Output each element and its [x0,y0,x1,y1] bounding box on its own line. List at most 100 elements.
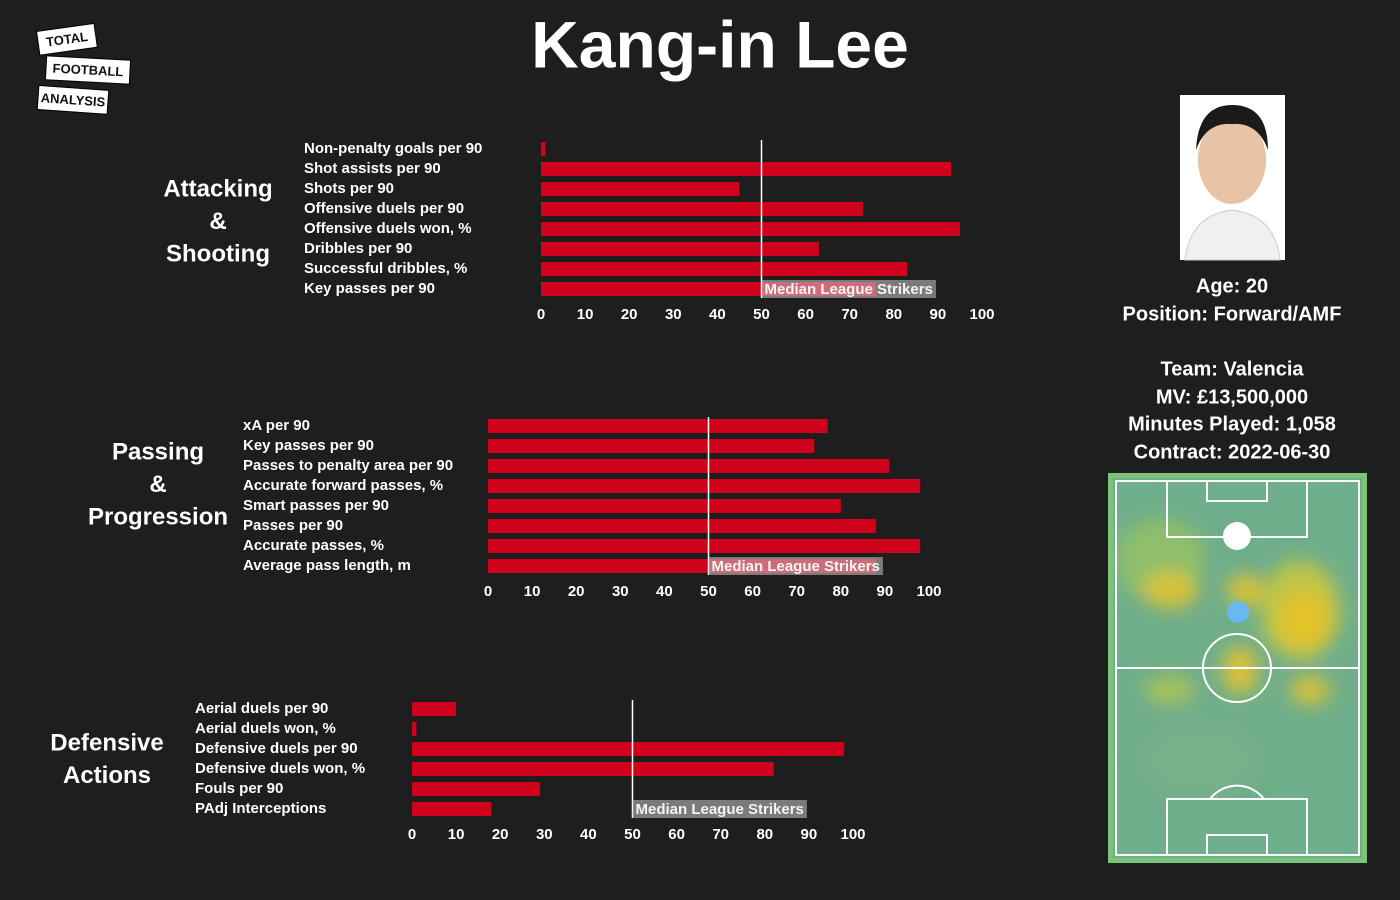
player-value: MV: £13,500,000 [1156,386,1308,408]
category-label: Key passes per 90 [243,437,374,454]
bar-chart: Defensive Actions Aerial duels per 90 Aeria… [50,700,865,843]
logo: TOTAL FOOTBALL ANALYSIS [35,22,132,115]
x-tick-label: 20 [568,583,585,600]
category-label: Key passes per 90 [304,280,435,297]
category-label: Smart passes per 90 [243,497,389,514]
bar [541,262,908,276]
category-label: PAdj Interceptions [195,800,326,817]
x-tick-label: 70 [788,583,805,600]
x-tick-label: 0 [408,826,416,843]
category-label: Accurate forward passes, % [243,477,443,494]
bar [412,802,492,816]
section-title: Shooting [166,240,270,267]
bar [412,722,417,736]
bar [412,702,457,716]
section-title: Progression [88,503,228,530]
bar [488,539,921,553]
category-label: Offensive duels won, % [304,220,472,237]
x-tick-label: 30 [665,306,682,323]
x-tick-label: 90 [801,826,818,843]
x-tick-label: 20 [621,306,638,323]
category-label: Offensive duels per 90 [304,200,464,217]
player-age: Age: 20 [1196,275,1268,297]
x-tick-label: 100 [916,583,941,600]
player-position: Position: Forward/AMF [1123,303,1342,325]
x-tick-label: 80 [832,583,849,600]
category-label: Non-penalty goals per 90 [304,140,482,157]
bar [541,142,546,156]
category-label: Aerial duels per 90 [195,700,328,717]
bar-chart: Attacking & Shooting Non-penalty goals per … [163,140,994,323]
x-tick-label: 10 [448,826,465,843]
bar [412,782,540,796]
section-title: Defensive [50,729,163,756]
x-tick-label: 70 [712,826,729,843]
category-label: Accurate passes, % [243,537,384,554]
x-tick-label: 0 [537,306,545,323]
median-label: Median League Strikers [765,281,933,298]
x-tick-label: 80 [885,306,902,323]
logo-text: FOOTBALL [52,61,124,80]
bar [488,479,921,493]
category-label: Defensive duels per 90 [195,740,358,757]
x-tick-label: 50 [624,826,641,843]
median-label-box [761,280,936,298]
bar [541,182,740,196]
x-tick-label: 40 [709,306,726,323]
bar [541,242,819,256]
bar [488,459,890,473]
x-tick-label: 100 [840,826,865,843]
x-tick-label: 80 [756,826,773,843]
median-label-box [708,557,883,575]
logo-text: TOTAL [45,29,89,50]
bar [488,519,877,533]
median-label: Median League Strikers [712,558,880,575]
x-tick-label: 40 [580,826,597,843]
median-label: Median League Strikers [636,801,804,818]
category-label: Average pass length, m [243,557,411,574]
bar [541,162,952,176]
player-photo [1180,95,1285,261]
bar-chart: Passing & Progression xA per 90 Key passes p… [88,417,942,600]
x-tick-label: 60 [744,583,761,600]
x-tick-label: 60 [668,826,685,843]
category-label: Passes per 90 [243,517,343,534]
x-tick-label: 90 [877,583,894,600]
bar [541,222,960,236]
page-title: Kang-in Lee [531,7,909,81]
category-label: Shot assists per 90 [304,160,441,177]
player-info: Age: 20 Position: Forward/AMF Team: Vale… [1123,275,1342,463]
heatmap [1108,473,1367,863]
bar [488,499,841,513]
section-title: & [209,208,226,235]
bar [488,419,828,433]
section-title: Passing [112,438,204,465]
x-tick-label: 40 [656,583,673,600]
x-tick-label: 10 [577,306,594,323]
category-label: Defensive duels won, % [195,760,365,777]
x-tick-label: 100 [969,306,994,323]
x-tick-label: 10 [524,583,541,600]
category-label: xA per 90 [243,417,310,434]
x-tick-label: 50 [753,306,770,323]
bar [488,439,815,453]
x-tick-label: 90 [930,306,947,323]
section-title: Actions [63,762,151,789]
category-label: Aerial duels won, % [195,720,336,737]
category-label: Shots per 90 [304,180,394,197]
category-label: Passes to penalty area per 90 [243,457,453,474]
player-minutes: Minutes Played: 1,058 [1128,413,1336,435]
x-tick-label: 50 [700,583,717,600]
category-label: Dribbles per 90 [304,240,412,257]
player-contract: Contract: 2022-06-30 [1134,441,1331,463]
section-title: & [149,471,166,498]
bar [541,202,863,216]
player-team: Team: Valencia [1160,358,1304,380]
x-tick-label: 30 [536,826,553,843]
category-label: Fouls per 90 [195,780,283,797]
bar [412,742,845,756]
bar [412,762,774,776]
x-tick-label: 20 [492,826,509,843]
x-tick-label: 70 [841,306,858,323]
